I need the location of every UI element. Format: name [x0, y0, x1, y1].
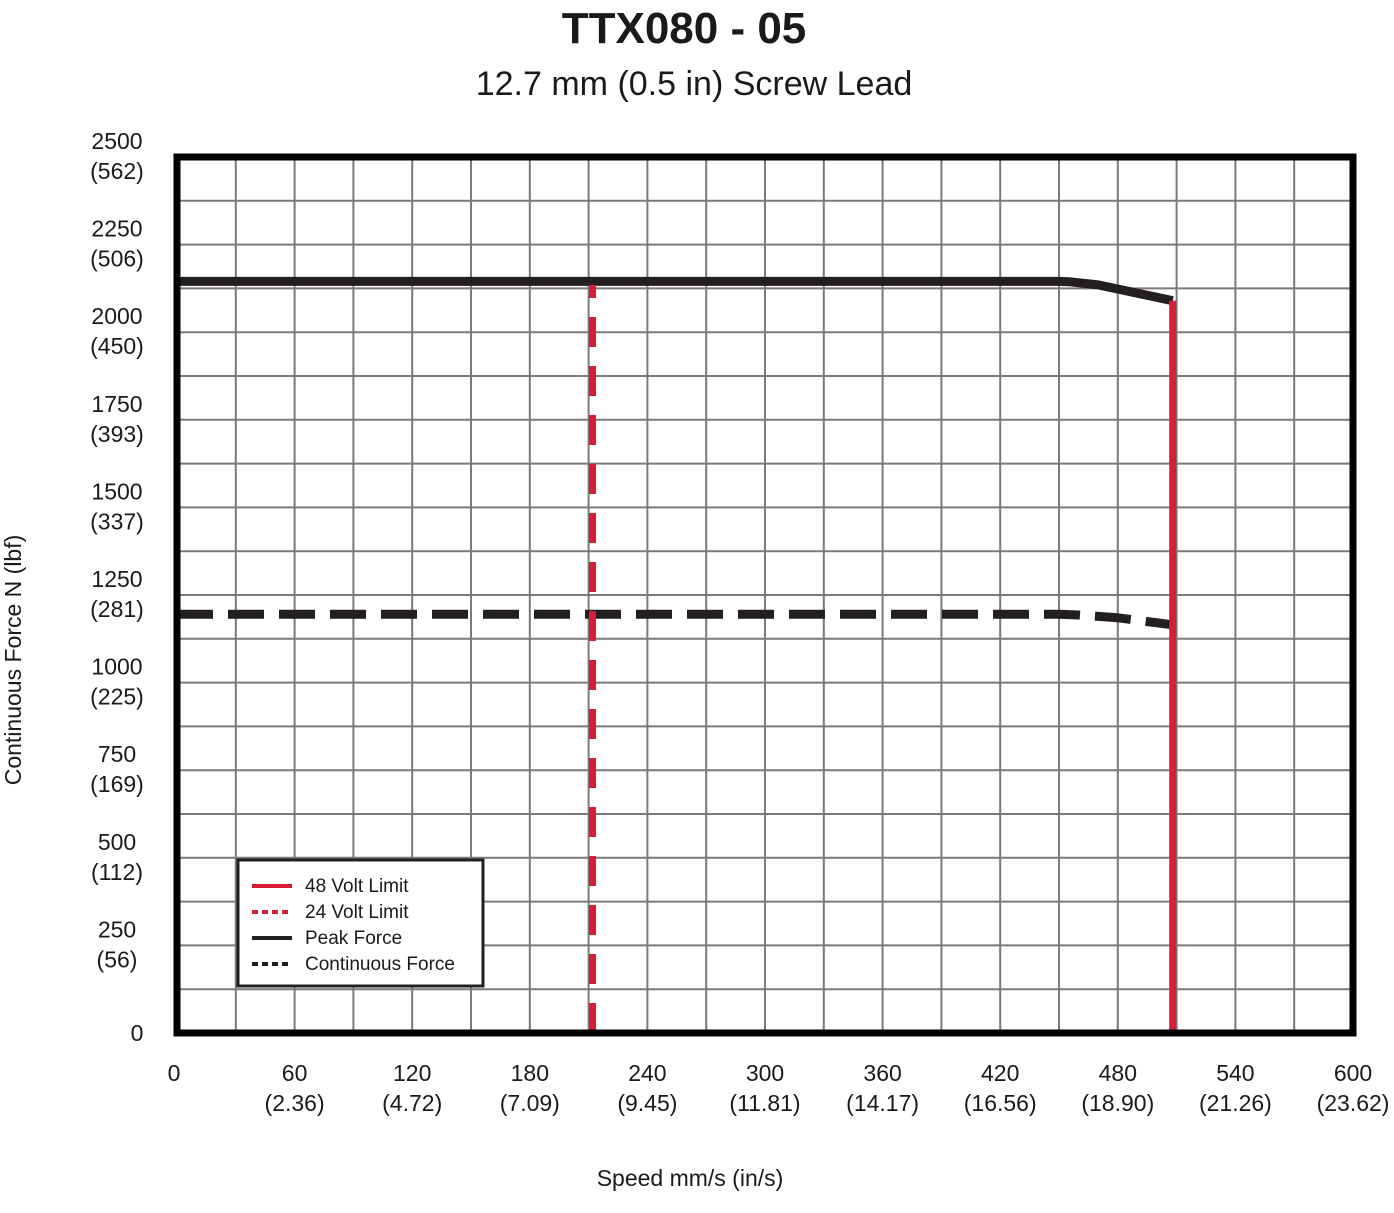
x-tick-label: 540: [1216, 1060, 1254, 1086]
x-tick-sublabel: (23.62): [1317, 1090, 1390, 1116]
y-tick-label: 1250: [91, 566, 142, 592]
y-tick-sublabel: (337): [90, 508, 144, 534]
x-tick-sublabel: (21.26): [1199, 1090, 1272, 1116]
y-tick-sublabel: (506): [90, 246, 144, 272]
legend: 48 Volt Limit 24 Volt Limit Peak Force Cont…: [236, 858, 485, 988]
y-tick-label: 1000: [91, 654, 142, 680]
x-tick-label: 240: [628, 1060, 666, 1086]
legend-box: [236, 858, 485, 988]
series-group: [177, 276, 1177, 1033]
x-tick-label: 420: [981, 1060, 1019, 1086]
series-continuous-force: [177, 609, 1174, 630]
y-tick-label: 750: [98, 741, 136, 767]
x-axis-label: Speed mm/s (in/s): [597, 1165, 784, 1191]
x-tick-sublabel: (18.90): [1081, 1090, 1154, 1116]
plot-frame: [173, 153, 1357, 1037]
y-tick-sublabel: (225): [90, 684, 144, 710]
y-tick-label: 1750: [91, 391, 142, 417]
x-tick-sublabel: (4.72): [382, 1090, 442, 1116]
x-axis-ticks: 0 60 (2.36) 120 (4.72) 180 (7.09) 240 (9.45) 300 (…: [168, 1060, 1390, 1116]
legend-label: Peak Force: [305, 928, 402, 949]
x-tick-label: 600: [1334, 1060, 1372, 1086]
legend-label: 24 Volt Limit: [305, 902, 409, 923]
legend-label: Continuous Force: [305, 954, 455, 975]
y-axis-ticks: 0 250 (56) 500 (112) 750 (169) 1000 (225) 1250 (28…: [90, 128, 144, 1046]
y-tick-sublabel: (281): [90, 596, 144, 622]
x-tick-label: 180: [511, 1060, 549, 1086]
y-tick-label: 500: [98, 829, 136, 855]
x-tick-sublabel: (11.81): [729, 1090, 800, 1116]
y-tick-sublabel: (393): [90, 421, 144, 447]
chart-title: TTX080 - 05: [562, 4, 807, 53]
x-tick-label: 480: [1099, 1060, 1137, 1086]
y-tick-sublabel: (562): [90, 158, 144, 184]
y-tick-sublabel: (450): [90, 333, 144, 359]
y-tick-label: 2500: [91, 128, 142, 154]
x-tick-sublabel: (14.17): [846, 1090, 919, 1116]
legend-label: 48 Volt Limit: [305, 876, 409, 897]
x-tick-label: 360: [863, 1060, 901, 1086]
y-tick-label: 250: [98, 916, 136, 942]
x-tick-sublabel: (9.45): [617, 1090, 677, 1116]
grid: [177, 157, 1353, 1033]
x-tick-label: 120: [393, 1060, 431, 1086]
y-axis-label: Continuous Force N (lbf): [0, 535, 26, 786]
y-tick-label: 2000: [91, 303, 142, 329]
x-tick-sublabel: (16.56): [964, 1090, 1037, 1116]
y-tick-sublabel: (112): [91, 859, 143, 885]
y-tick-sublabel: (56): [97, 946, 138, 972]
x-tick-label: 60: [282, 1060, 308, 1086]
x-tick-sublabel: (7.09): [500, 1090, 560, 1116]
x-tick-sublabel: (2.36): [265, 1090, 325, 1116]
x-tick-label: 300: [746, 1060, 784, 1086]
y-tick-sublabel: (169): [90, 771, 144, 797]
y-tick-label: 1500: [91, 478, 142, 504]
y-tick-label: 0: [131, 1020, 144, 1046]
series-peak-force: [177, 276, 1174, 306]
y-tick-label: 2250: [91, 216, 142, 242]
x-tick-label: 0: [168, 1060, 181, 1086]
chart-subtitle: 12.7 mm (0.5 in) Screw Lead: [476, 65, 913, 103]
